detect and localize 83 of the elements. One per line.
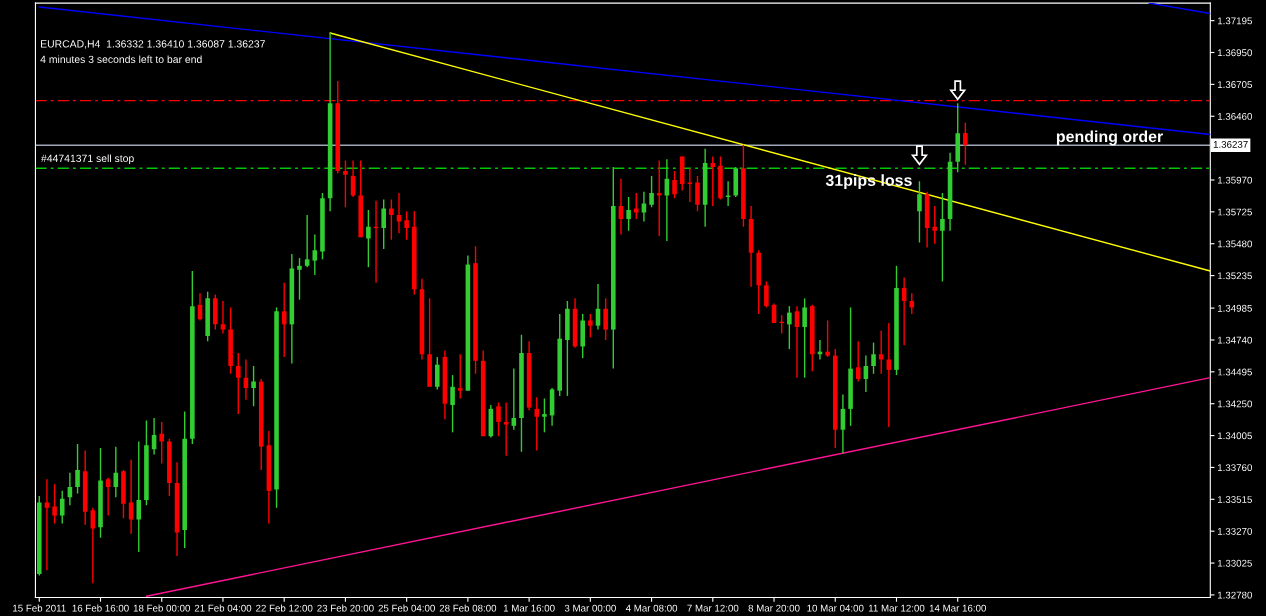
- candlestick: [503, 401, 509, 457]
- candlestick: [672, 170, 677, 199]
- candlestick: [963, 122, 968, 166]
- candlestick: [450, 374, 455, 434]
- x-tick-label: 7 Mar 12:00: [687, 604, 739, 612]
- y-tick-label: 1.33025: [1217, 559, 1252, 567]
- candlestick: [871, 341, 876, 375]
- candlestick: [534, 396, 540, 452]
- candlestick: [802, 297, 807, 379]
- y-tick-label: 1.36950: [1217, 49, 1252, 57]
- candlestick: [656, 159, 662, 237]
- annotation: 31pips loss: [825, 174, 912, 190]
- candlestick: [220, 300, 226, 335]
- x-tick-label: 14 Mar 16:00: [929, 604, 986, 612]
- x-tick-label: 8 Mar 20:00: [748, 604, 800, 612]
- y-tick-label: 1.34005: [1217, 432, 1252, 440]
- candlestick: [304, 214, 310, 268]
- candlestick: [159, 421, 165, 465]
- y-tick-label: 1.34740: [1217, 336, 1252, 344]
- candlestick: [59, 490, 65, 525]
- x-tick-label: 1 Mar 16:00: [503, 604, 555, 612]
- candlestick: [457, 353, 463, 400]
- candlestick: [52, 483, 57, 525]
- x-tick-label: 3 Mar 00:00: [564, 604, 616, 612]
- annotation: 4 minutes 3 seconds left to bar end: [40, 55, 202, 64]
- candlestick: [396, 192, 402, 235]
- x-tick-label: 15 Feb 2011: [13, 604, 66, 612]
- y-tick-label: 1.36705: [1217, 81, 1252, 88]
- candlestick: [825, 319, 830, 358]
- candlestick: [251, 365, 256, 408]
- x-tick-label: 28 Feb 08:00: [439, 604, 497, 612]
- candlestick: [136, 440, 142, 553]
- candlestick: [603, 297, 608, 341]
- y-tick-label: 1.35480: [1217, 240, 1252, 248]
- y-tick-label: 1.35725: [1217, 208, 1252, 216]
- candlestick: [695, 175, 700, 212]
- candlestick: [917, 180, 922, 244]
- y-tick-label: 1.35235: [1217, 272, 1252, 280]
- y-tick-label: 1.34985: [1217, 304, 1252, 312]
- candlestick: [496, 401, 501, 437]
- candlestick: [297, 257, 302, 301]
- candlestick: [764, 280, 769, 309]
- candlestick: [940, 192, 945, 283]
- y-tick-label: 1.35970: [1217, 176, 1252, 184]
- x-tick-label: 21 Feb 04:00: [194, 604, 252, 612]
- x-tick-label: 11 Mar 12:00: [868, 604, 925, 612]
- x-tick-label: 25 Feb 04:00: [378, 604, 435, 612]
- candlestick: [626, 196, 631, 232]
- candlestick: [787, 305, 792, 350]
- ref-line-label: 1.36237: [1213, 140, 1248, 148]
- candlestick: [886, 322, 892, 428]
- candlestick: [434, 356, 440, 391]
- x-tick-label: 10 Mar 04:00: [807, 604, 864, 612]
- candlestick: [932, 205, 938, 245]
- y-tick-label: 1.36460: [1217, 112, 1252, 120]
- candlestick: [404, 210, 409, 241]
- x-tick-label: 4 Mar 08:00: [625, 604, 678, 612]
- y-tick-label: 1.33270: [1217, 527, 1252, 535]
- candlestick: [542, 397, 547, 434]
- annotation: pending order: [1056, 130, 1163, 146]
- annotation: EURCAD,H4 1.36332 1.36410 1.36087 1.36237: [41, 40, 265, 49]
- y-tick-label: 1.37195: [1217, 17, 1252, 25]
- ref-line-label: #44741371 sell stop: [41, 154, 134, 165]
- candlestick: [855, 340, 861, 383]
- y-tick-label: 1.33760: [1217, 464, 1252, 472]
- y-tick-label: 1.33515: [1217, 496, 1252, 503]
- candlestick: [343, 159, 348, 208]
- candlestick: [312, 233, 318, 276]
- y-tick-label: 1.34495: [1217, 368, 1252, 376]
- candlestick: [75, 443, 80, 495]
- candlestick: [235, 352, 241, 415]
- x-tick-label: 22 Feb 12:00: [256, 604, 313, 612]
- y-tick-label: 1.34250: [1217, 400, 1252, 408]
- candlestick: [381, 198, 386, 250]
- candlestick: [649, 175, 654, 208]
- x-tick-label: 23 Feb 20:00: [317, 604, 374, 612]
- candlestick: [366, 209, 371, 268]
- candlestick: [90, 507, 96, 584]
- x-tick-label: 18 Feb 00:00: [133, 604, 191, 612]
- x-tick-label: 16 Feb 16:00: [72, 604, 129, 612]
- candlestick: [588, 313, 593, 339]
- candlestick: [389, 198, 394, 241]
- y-tick-label: 1.32780: [1217, 591, 1252, 599]
